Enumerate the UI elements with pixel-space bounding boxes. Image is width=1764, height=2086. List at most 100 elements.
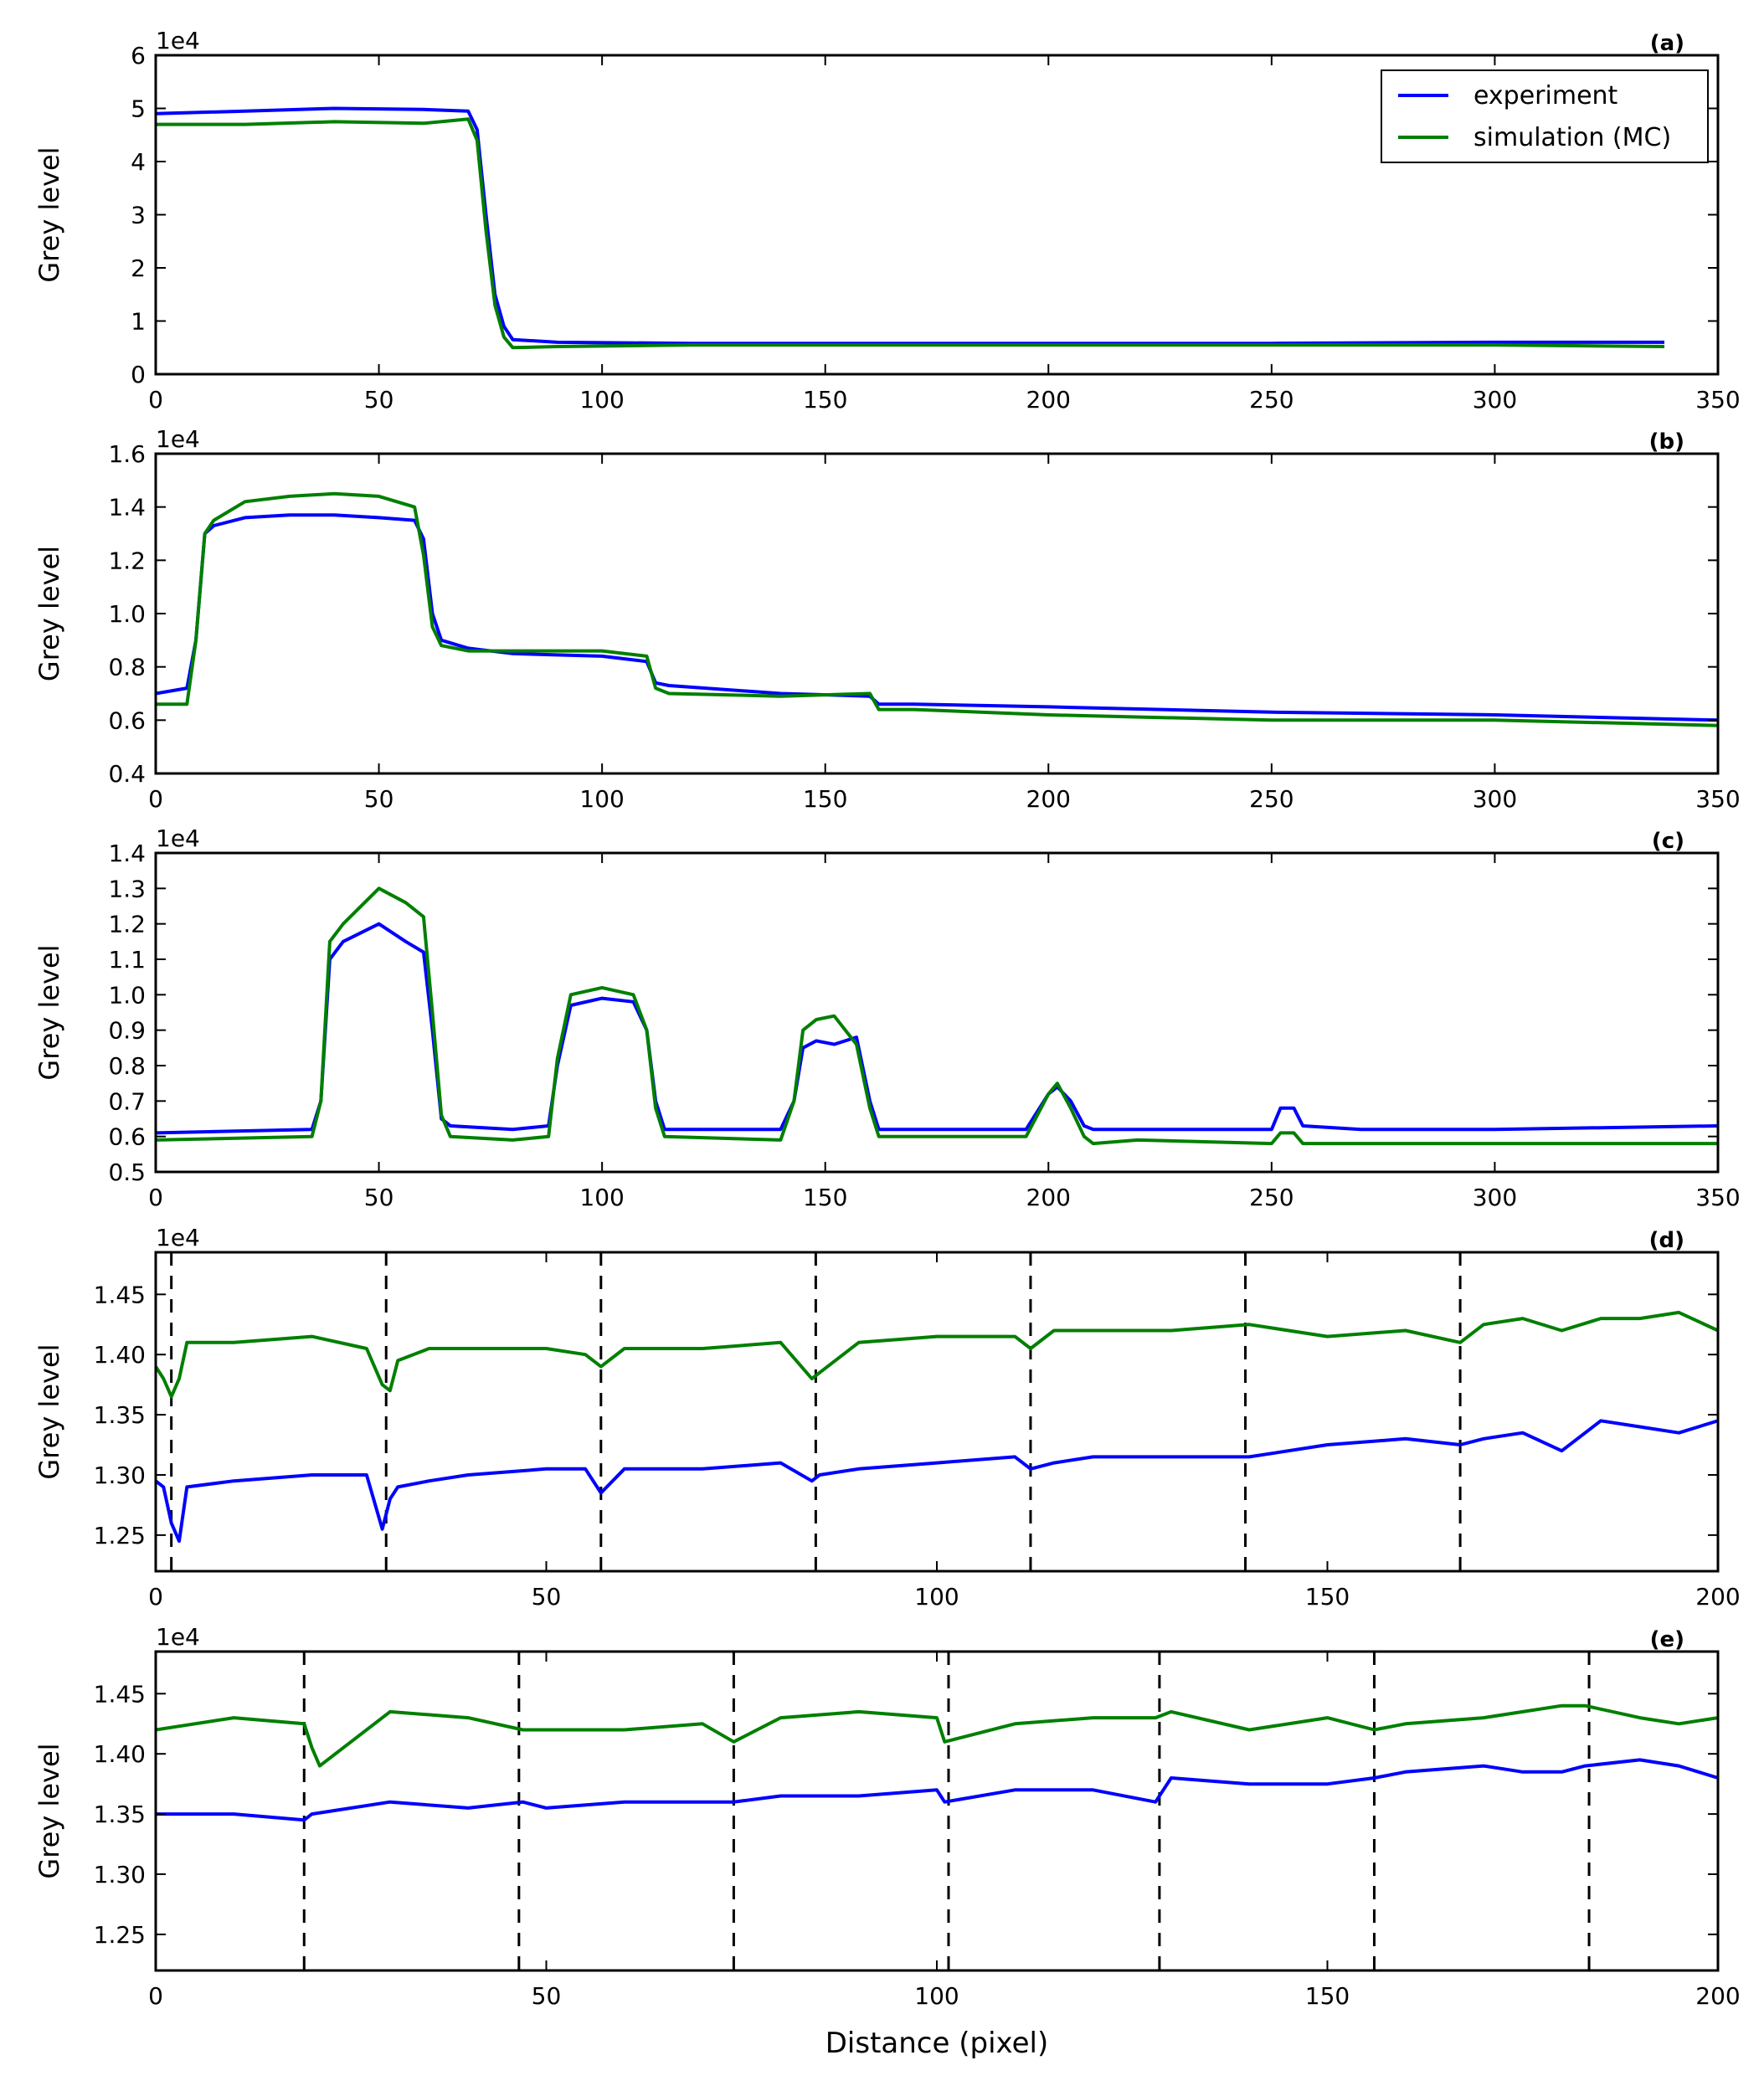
axes-frame (154, 851, 1720, 1174)
x-tick-label: 200 (1695, 1583, 1740, 1611)
x-axis-label: Distance (pixel) (825, 2027, 1048, 2060)
y-tick-label: 1.45 (94, 1281, 146, 1308)
simulation-series-line (156, 886, 1718, 1146)
y-tick-label: 1.40 (94, 1341, 146, 1369)
x-tick-label: 0 (148, 1982, 163, 2010)
x-tick-label: 100 (914, 1583, 959, 1611)
y-tick-label: 0 (131, 361, 146, 388)
y-tick-label: 1.30 (94, 1462, 146, 1489)
x-tick-label: 250 (1249, 1184, 1293, 1211)
x-tick-label: 50 (532, 1982, 562, 2010)
y-tick-label: 3 (131, 202, 146, 229)
y-tick-label: 0.6 (108, 706, 146, 734)
y-tick-label: 1.2 (108, 547, 146, 574)
y-multiplier: 1e4 (156, 425, 200, 453)
x-tick-label: 200 (1026, 1184, 1071, 1211)
x-tick-label: 0 (148, 785, 163, 813)
x-tick-label: 200 (1026, 785, 1071, 813)
y-multiplier: 1e4 (156, 1623, 200, 1651)
x-tick-label: 150 (1305, 1982, 1350, 2010)
x-tick-label: 50 (364, 386, 394, 414)
experiment-series-line (156, 1758, 1718, 1822)
x-tick-label: 100 (579, 1184, 624, 1211)
axes-frame (154, 452, 1720, 775)
y-tick-label: 1.45 (94, 1680, 146, 1708)
y-axis-label: Grey level (33, 1743, 65, 1878)
y-tick-label: 6 (131, 42, 146, 69)
y-axis-label: Grey level (33, 146, 65, 282)
y-tick-label: 0.4 (108, 760, 146, 788)
panel-d: 0 50 100 150 200 1.25 1.30 1.35 1.40 1.45 1e4 (d) Gr… (33, 1224, 1741, 1611)
x-tick-label: 150 (803, 386, 847, 414)
y-tick-label: 4 (131, 148, 146, 176)
y-tick-label: 0.8 (108, 1052, 146, 1080)
y-tick-label: 1.3 (108, 875, 146, 902)
x-tick-label: 250 (1249, 386, 1293, 414)
legend-simulation-label: simulation (MC) (1473, 123, 1671, 152)
x-tick-label: 200 (1695, 1982, 1740, 2010)
panel-label: (a) (1650, 31, 1684, 56)
panel-e: 0 50 100 150 200 1.25 1.30 1.35 1.40 1.45 1e4 (e) Gr… (33, 1623, 1741, 2060)
x-tick-label: 0 (148, 386, 163, 414)
y-axis-label: Grey level (33, 1344, 65, 1479)
y-tick-label: 0.7 (108, 1087, 146, 1115)
legend-box (1381, 69, 1709, 163)
x-tick-label: 100 (914, 1982, 959, 2010)
x-tick-label: 350 (1695, 1184, 1740, 1211)
y-tick-label: 1 (131, 308, 146, 336)
experiment-series-line (156, 922, 1718, 1135)
x-tick-label: 350 (1695, 386, 1740, 414)
experiment-series-line (156, 1419, 1718, 1544)
y-tick-label: 1.35 (94, 1801, 146, 1828)
y-multiplier: 1e4 (156, 27, 200, 54)
x-tick-label: 150 (803, 785, 847, 813)
axes-frame (154, 1650, 1720, 1972)
panel-c: 0 50 100 150 200 250 300 350 0.5 0.6 0.7 0.8 0.9 1.0 1… (33, 825, 1741, 1211)
legend-experiment-label: experiment (1473, 81, 1618, 110)
x-tick-label: 100 (579, 785, 624, 813)
x-tick-label: 0 (148, 1184, 163, 1211)
y-tick-label: 0.9 (108, 1017, 146, 1045)
panel-label: (e) (1650, 1627, 1684, 1652)
y-tick-label: 1.1 (108, 946, 146, 974)
y-multiplier: 1e4 (156, 825, 200, 852)
panel-label: (d) (1649, 1228, 1684, 1253)
y-tick-label: 0.5 (108, 1159, 146, 1186)
y-tick-label: 2 (131, 254, 146, 282)
panel-a: 0 50 100 150 200 250 300 350 0 1 2 3 4 5 6 1e4 (a) Grey l… (33, 27, 1741, 414)
y-tick-label: 1.2 (108, 911, 146, 938)
x-tick-label: 300 (1473, 386, 1517, 414)
x-tick-label: 300 (1473, 785, 1517, 813)
x-tick-label: 100 (579, 386, 624, 414)
y-tick-label: 1.25 (94, 1921, 146, 1949)
y-tick-label: 1.4 (108, 494, 146, 522)
panel-label: (c) (1652, 829, 1684, 854)
y-tick-label: 1.4 (108, 840, 146, 867)
simulation-series-line (156, 1703, 1718, 1768)
y-tick-label: 0.8 (108, 654, 146, 681)
panel-label: (b) (1649, 429, 1684, 455)
y-axis-label: Grey level (33, 546, 65, 681)
y-multiplier: 1e4 (156, 1224, 200, 1251)
x-tick-label: 150 (803, 1184, 847, 1211)
x-tick-label: 150 (1305, 1583, 1350, 1611)
y-tick-label: 1.30 (94, 1861, 146, 1888)
legend: experiment simulation (MC) (1381, 69, 1709, 163)
x-tick-label: 200 (1026, 386, 1071, 414)
x-tick-label: 300 (1473, 1184, 1517, 1211)
x-tick-label: 250 (1249, 785, 1293, 813)
y-tick-label: 1.0 (108, 981, 146, 1009)
x-tick-label: 50 (532, 1583, 562, 1611)
simulation-series-line (156, 117, 1665, 350)
axes-frame (154, 1251, 1720, 1573)
y-tick-label: 1.25 (94, 1522, 146, 1549)
experiment-series-line (156, 513, 1718, 722)
y-tick-label: 5 (131, 95, 146, 123)
x-tick-label: 0 (148, 1583, 163, 1611)
simulation-series-line (156, 1310, 1718, 1399)
simulation-series-line (156, 491, 1718, 727)
y-tick-label: 1.40 (94, 1740, 146, 1768)
x-tick-label: 350 (1695, 785, 1740, 813)
y-tick-label: 1.35 (94, 1401, 146, 1429)
